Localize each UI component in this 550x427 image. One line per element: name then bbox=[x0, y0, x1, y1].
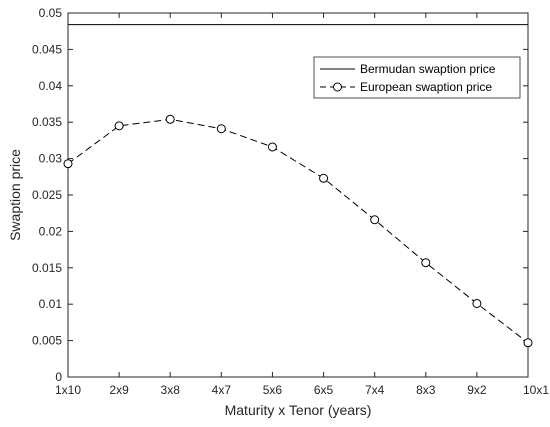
x-tick-label: 9x2 bbox=[467, 383, 487, 397]
y-tick-label: 0.015 bbox=[32, 261, 62, 275]
legend-label-european: European swaption price bbox=[360, 80, 492, 94]
series-layer bbox=[63, 24, 533, 348]
x-tick-label: 4x7 bbox=[212, 383, 232, 397]
y-tick-label: 0.04 bbox=[39, 79, 63, 93]
x-tick-label: 7x4 bbox=[365, 383, 385, 397]
european-data-point bbox=[165, 114, 175, 124]
x-tick-label: 1x10 bbox=[55, 383, 81, 397]
y-tick-label: 0.05 bbox=[39, 6, 63, 20]
y-tick-label: 0 bbox=[55, 370, 62, 384]
legend-box bbox=[313, 56, 521, 99]
legend-label-bermudan: Bermudan swaption price bbox=[360, 62, 496, 76]
european-data-point bbox=[472, 298, 482, 308]
x-tick-label: 8x3 bbox=[416, 383, 436, 397]
x-tick-label: 2x9 bbox=[109, 383, 129, 397]
x-tick-label: 10x1 bbox=[523, 383, 549, 397]
legend: Bermudan swaption price European swaptio… bbox=[313, 56, 521, 99]
european-data-point bbox=[114, 121, 124, 131]
european-data-point bbox=[216, 124, 226, 134]
y-tick-label: 0.035 bbox=[32, 115, 62, 129]
y-tick-label: 0.03 bbox=[39, 152, 63, 166]
y-tick-label: 0.01 bbox=[39, 297, 63, 311]
x-axis-ticks: 1x10 2x9 3x8 4x7 5x6 6x5 7x4 8x3 9x2 10x1 bbox=[55, 13, 549, 397]
european-data-point bbox=[370, 215, 380, 225]
x-axis-label: Maturity x Tenor (years) bbox=[225, 402, 372, 418]
y-tick-label: 0.02 bbox=[39, 224, 63, 238]
y-tick-label: 0.025 bbox=[32, 188, 62, 202]
european-data-point bbox=[63, 159, 73, 169]
x-tick-label: 3x8 bbox=[161, 383, 181, 397]
european-data-point bbox=[523, 338, 533, 348]
european-data-point bbox=[421, 258, 431, 268]
x-tick-label: 5x6 bbox=[263, 383, 283, 397]
y-axis-label: Swaption price bbox=[7, 149, 23, 241]
y-axis-ticks: 0 0.005 0.01 0.015 0.02 0.025 0.03 0.035 0.04 0.0… bbox=[32, 6, 528, 384]
series-line-european bbox=[67, 118, 529, 344]
y-tick-label: 0.005 bbox=[32, 334, 62, 348]
european-data-point bbox=[319, 173, 329, 183]
european-data-point bbox=[267, 142, 277, 152]
y-tick-label: 0.045 bbox=[32, 42, 62, 56]
legend-marker-european bbox=[333, 82, 342, 92]
x-tick-label: 6x5 bbox=[314, 383, 334, 397]
